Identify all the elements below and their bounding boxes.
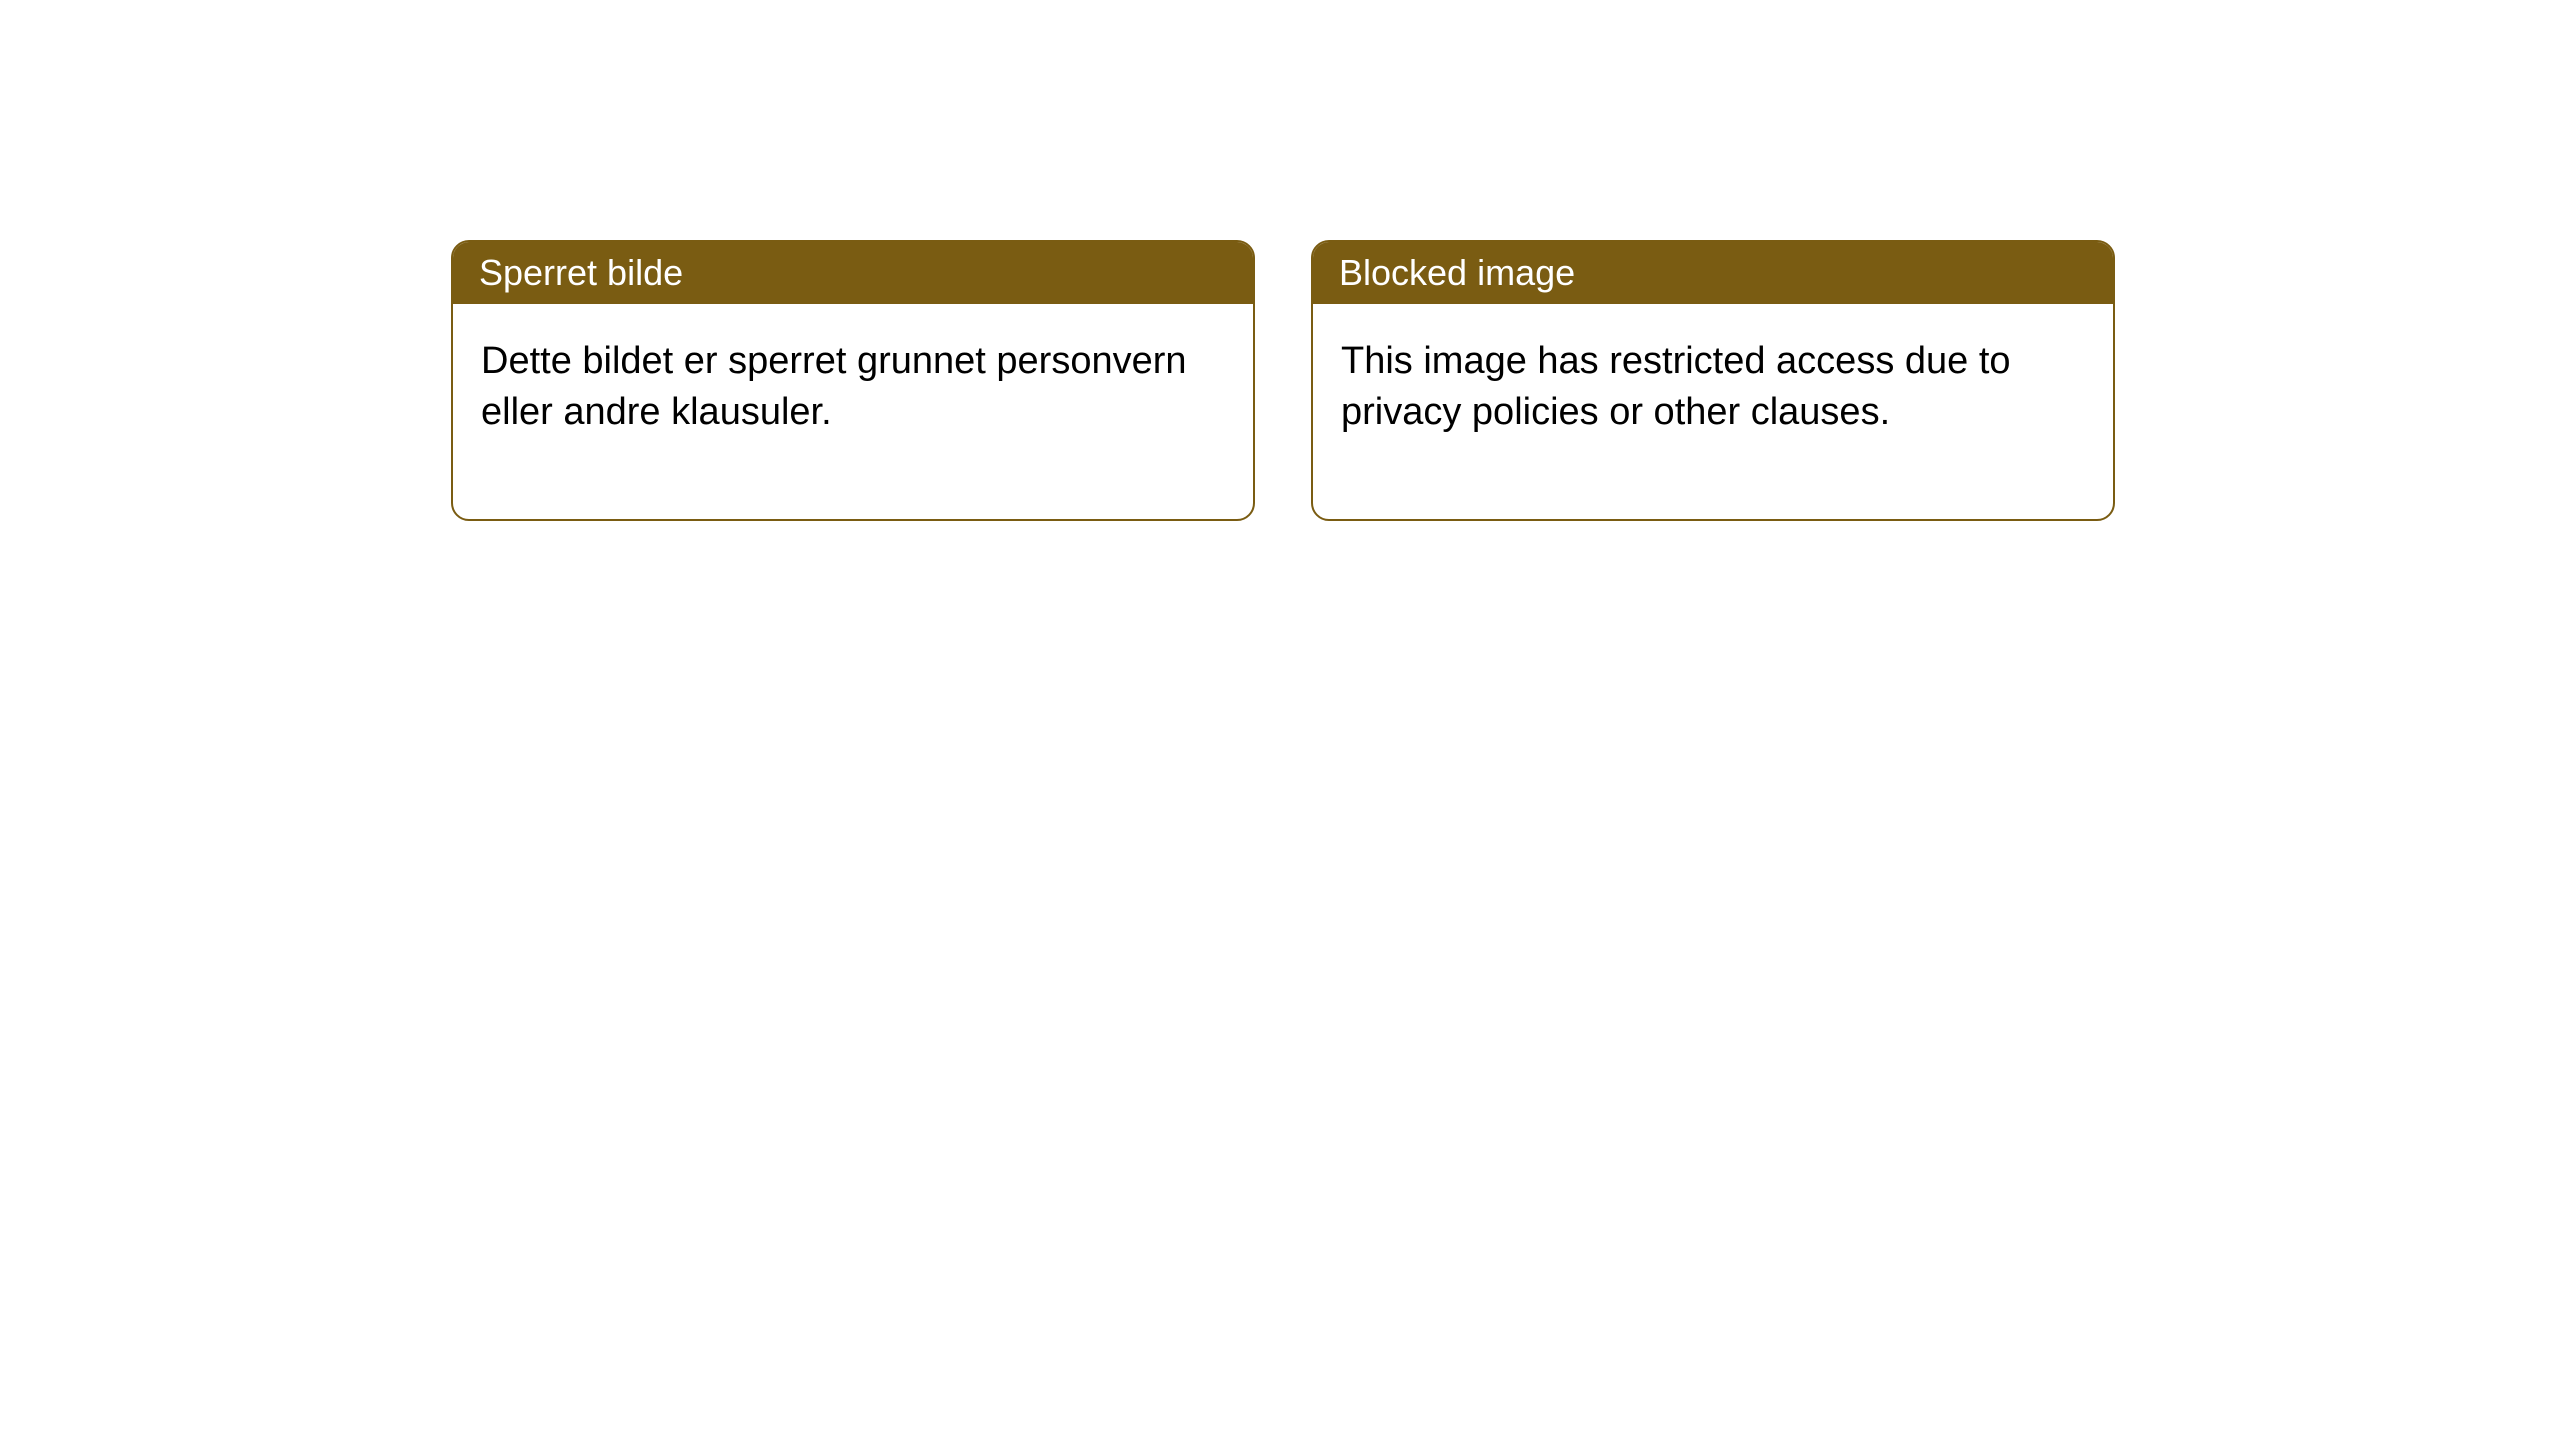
notice-card-norwegian: Sperret bilde Dette bildet er sperret gr… — [451, 240, 1255, 521]
notice-body-english: This image has restricted access due to … — [1313, 304, 2113, 519]
notice-card-english: Blocked image This image has restricted … — [1311, 240, 2115, 521]
notice-container: Sperret bilde Dette bildet er sperret gr… — [0, 0, 2560, 521]
notice-title-english: Blocked image — [1313, 242, 2113, 304]
notice-title-norwegian: Sperret bilde — [453, 242, 1253, 304]
notice-body-norwegian: Dette bildet er sperret grunnet personve… — [453, 304, 1253, 519]
